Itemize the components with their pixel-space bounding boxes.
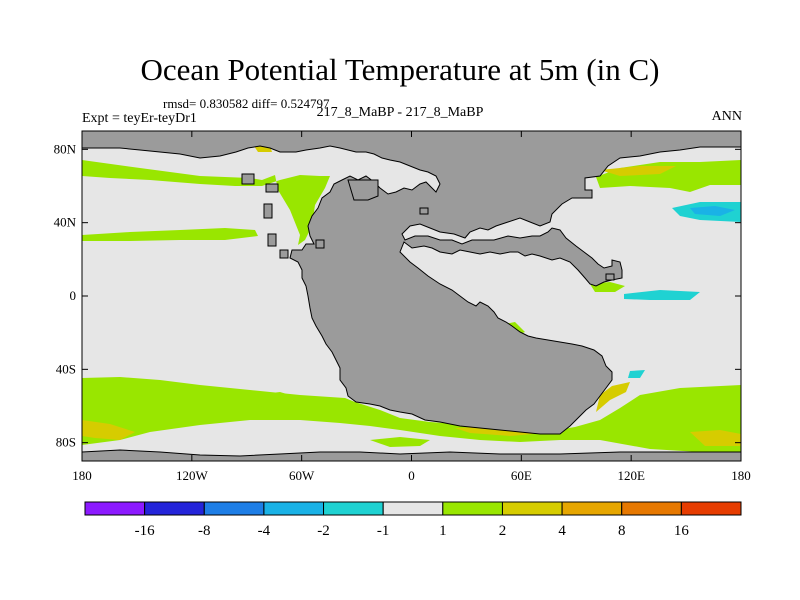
colorbar-box <box>382 501 444 516</box>
colorbar: -16 -8 -4 -2 -1 1 2 4 8 16 <box>84 501 742 539</box>
plot-title: Ocean Potential Temperature at 5m (in C) <box>140 52 660 87</box>
lon-tick-label: 60E <box>511 468 532 483</box>
experiment-label: Expt = teyEr-teyDr1 <box>82 111 197 126</box>
colorbar-box <box>680 501 742 516</box>
map-field <box>82 131 741 461</box>
colorbar-box <box>84 501 146 516</box>
colorbar-label: 16 <box>674 523 690 539</box>
lon-tick-label: 120W <box>176 468 209 483</box>
case-label: 217_8_MaBP - 217_8_MaBP <box>316 105 484 120</box>
lon-tick-label: 60W <box>289 468 315 483</box>
longitude-axis: 180 120W 60W 0 60E 120E 180 <box>72 131 751 483</box>
lat-tick-label: 40N <box>54 215 77 230</box>
colorbar-box <box>144 501 205 516</box>
colorbar-box <box>561 501 623 516</box>
colorbar-label: -1 <box>377 523 390 539</box>
lon-tick-label: 180 <box>72 468 92 483</box>
colorbar-label: -16 <box>135 523 155 539</box>
colorbar-label: 2 <box>499 523 507 539</box>
colorbar-label: -4 <box>258 523 271 539</box>
latitude-axis: 80N 40N 0 40S 80S <box>54 141 741 450</box>
colorbar-label: -8 <box>198 523 211 539</box>
colorbar-label: 1 <box>439 523 447 539</box>
colorbar-box <box>203 501 265 516</box>
lat-tick-label: 80N <box>54 141 77 156</box>
colorbar-box <box>263 501 325 516</box>
colorbar-box <box>442 501 503 516</box>
colorbar-label: -2 <box>317 523 330 539</box>
colorbar-box <box>501 501 563 516</box>
lat-tick-label: 0 <box>70 288 77 303</box>
lon-tick-label: 180 <box>731 468 751 483</box>
lat-tick-label: 80S <box>56 435 76 450</box>
lon-tick-label: 0 <box>408 468 415 483</box>
stats-text: rmsd= 0.830582 diff= 0.524797 <box>163 96 330 111</box>
colorbar-box <box>621 501 682 516</box>
lat-tick-label: 40S <box>56 361 76 376</box>
colorbar-label: 8 <box>618 523 626 539</box>
season-label: ANN <box>711 109 742 124</box>
colorbar-box <box>323 501 384 516</box>
anomaly-minus-2-to-minus-4 <box>690 206 735 216</box>
lon-tick-label: 120E <box>617 468 645 483</box>
colorbar-label: 4 <box>558 523 566 539</box>
